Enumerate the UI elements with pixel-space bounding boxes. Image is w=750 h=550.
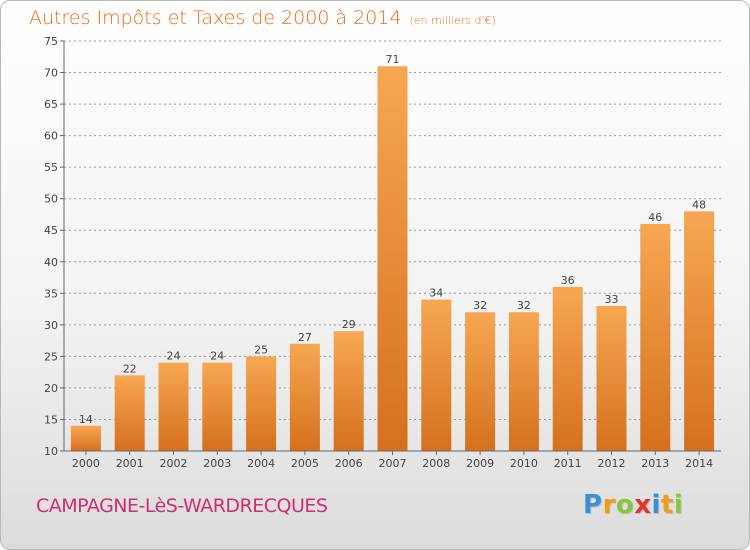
bar-2013 (640, 223, 671, 451)
y-tick-label: 40 (44, 256, 58, 269)
data-label-2007: 71 (386, 53, 400, 66)
x-tick-label-2004: 2004 (247, 457, 275, 470)
y-tick-label: 30 (44, 319, 58, 332)
y-tick-label: 50 (44, 193, 58, 206)
x-tick-label-2008: 2008 (422, 457, 450, 470)
bar-2012 (596, 305, 627, 451)
y-tick-label: 15 (44, 413, 58, 426)
y-tick-label: 75 (44, 35, 58, 48)
data-label-2004: 25 (254, 343, 268, 356)
x-tick-label-2006: 2006 (335, 457, 363, 470)
chart-title: Autres Impôts et Taxes de 2000 à 2014 (en… (29, 7, 496, 29)
axes: 10 15 20 25 30 35 40 45 50 55 60 65 70 75 2000 2001 2002… (44, 35, 721, 470)
bar-2011 (552, 287, 583, 451)
y-tick-label: 55 (44, 161, 58, 174)
y-tick-label: 70 (44, 67, 58, 80)
bar-2010 (508, 312, 539, 451)
bar-2005 (289, 343, 320, 451)
data-label-2008: 34 (429, 287, 443, 300)
x-tick-label-2000: 2000 (72, 457, 100, 470)
data-label-2006: 29 (342, 318, 356, 331)
x-tick-label-2009: 2009 (466, 457, 494, 470)
chart-title-text: Autres Impôts et Taxes de 2000 à 2014 (29, 7, 402, 29)
bar-2000 (70, 425, 101, 451)
data-label-2001: 22 (123, 362, 137, 375)
y-tick-label: 60 (44, 130, 58, 143)
y-tick-label: 35 (44, 287, 58, 300)
x-tick-label-2012: 2012 (598, 457, 626, 470)
logo-letter: t (660, 490, 674, 520)
data-label-2010: 32 (517, 299, 531, 312)
y-tick-label: 25 (44, 350, 58, 363)
bar-2009 (465, 312, 496, 451)
data-label-2000: 14 (79, 413, 93, 426)
x-tick-label-2005: 2005 (291, 457, 319, 470)
y-tick-label: 20 (44, 382, 58, 395)
bar-2002 (158, 362, 189, 451)
bars: 14 22 24 24 25 27 29 71 34 32 32 36 33 46 48 (70, 53, 715, 451)
data-label-2009: 32 (473, 299, 487, 312)
bar-2007 (377, 66, 408, 451)
data-label-2012: 33 (605, 293, 619, 306)
x-tick-label-2010: 2010 (510, 457, 538, 470)
logo-letter: i (673, 490, 684, 520)
chart-subtitle: (en milliers d'€) (409, 14, 496, 27)
bar-2001 (114, 375, 145, 451)
logo-letter: r (602, 490, 616, 520)
y-tick-label: 65 (44, 98, 58, 111)
data-label-2014: 48 (692, 198, 706, 211)
place-name: CAMPAGNE-LèS-WARDRECQUES (36, 495, 328, 517)
data-label-2013: 46 (648, 211, 662, 224)
data-label-2005: 27 (298, 331, 312, 344)
bar-2004 (246, 356, 277, 451)
x-tick-label-2003: 2003 (203, 457, 231, 470)
x-tick-label-2013: 2013 (641, 457, 669, 470)
bar-2008 (421, 299, 452, 451)
bar-2006 (333, 331, 364, 451)
y-tick-label: 45 (44, 224, 58, 237)
proxiti-logo: Proxiti (583, 490, 683, 520)
logo-letter: x (634, 490, 652, 520)
x-tick-label-2007: 2007 (379, 457, 407, 470)
logo-letter: P (583, 490, 603, 520)
x-tick-label-2002: 2002 (160, 457, 188, 470)
logo-letter: i (651, 490, 661, 520)
data-label-2002: 24 (167, 350, 181, 363)
bar-2014 (684, 211, 715, 451)
logo-letter: o (615, 490, 635, 520)
x-tick-label-2001: 2001 (116, 457, 144, 470)
x-tick-label-2011: 2011 (554, 457, 582, 470)
y-tick-label: 10 (44, 445, 58, 458)
data-label-2011: 36 (561, 274, 575, 287)
x-tick-label-2014: 2014 (685, 457, 713, 470)
bar-2003 (202, 362, 233, 451)
data-label-2003: 24 (210, 350, 224, 363)
